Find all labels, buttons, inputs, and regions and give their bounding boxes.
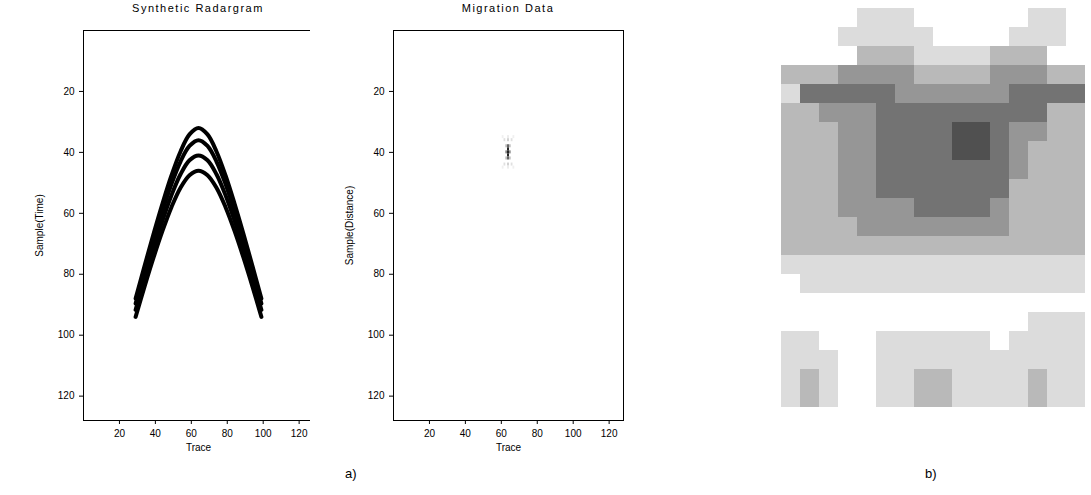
- html-text:Synthetic Radargram: Synthetic Radargram: [132, 2, 264, 14]
- svg-text:Trace: Trace: [496, 442, 522, 453]
- svg-text:Sample(Distance): Sample(Distance): [344, 186, 355, 265]
- svg-text:20: 20: [114, 428, 126, 439]
- svg-text:100: 100: [58, 329, 75, 340]
- svg-text:100: 100: [565, 428, 582, 439]
- svg-text:60: 60: [496, 428, 508, 439]
- svg-text:Sample(Time): Sample(Time): [34, 194, 45, 256]
- svg-text:20: 20: [63, 86, 75, 97]
- svg-text:40: 40: [63, 147, 75, 158]
- svg-text:120: 120: [368, 390, 385, 401]
- svg-text:20: 20: [424, 428, 436, 439]
- svg-text:40: 40: [460, 428, 472, 439]
- html-text:Migration Data: Migration Data: [461, 2, 555, 14]
- html-text:b): b): [925, 466, 937, 481]
- svg-text:40: 40: [150, 428, 162, 439]
- svg-text:60: 60: [186, 428, 198, 439]
- svg-text:40: 40: [373, 147, 385, 158]
- svg-text:120: 120: [58, 390, 75, 401]
- svg-text:80: 80: [373, 268, 385, 279]
- svg-text:Trace: Trace: [186, 442, 212, 453]
- svg-text:120: 120: [601, 428, 618, 439]
- svg-text:60: 60: [373, 208, 385, 219]
- html-text:a): a): [345, 466, 357, 481]
- svg-text:20: 20: [373, 86, 385, 97]
- svg-text:80: 80: [532, 428, 544, 439]
- svg-text:80: 80: [222, 428, 234, 439]
- svg-text:120: 120: [291, 428, 308, 439]
- svg-text:60: 60: [63, 208, 75, 219]
- svg-text:80: 80: [63, 268, 75, 279]
- svg-text:100: 100: [255, 428, 272, 439]
- svg-text:100: 100: [368, 329, 385, 340]
